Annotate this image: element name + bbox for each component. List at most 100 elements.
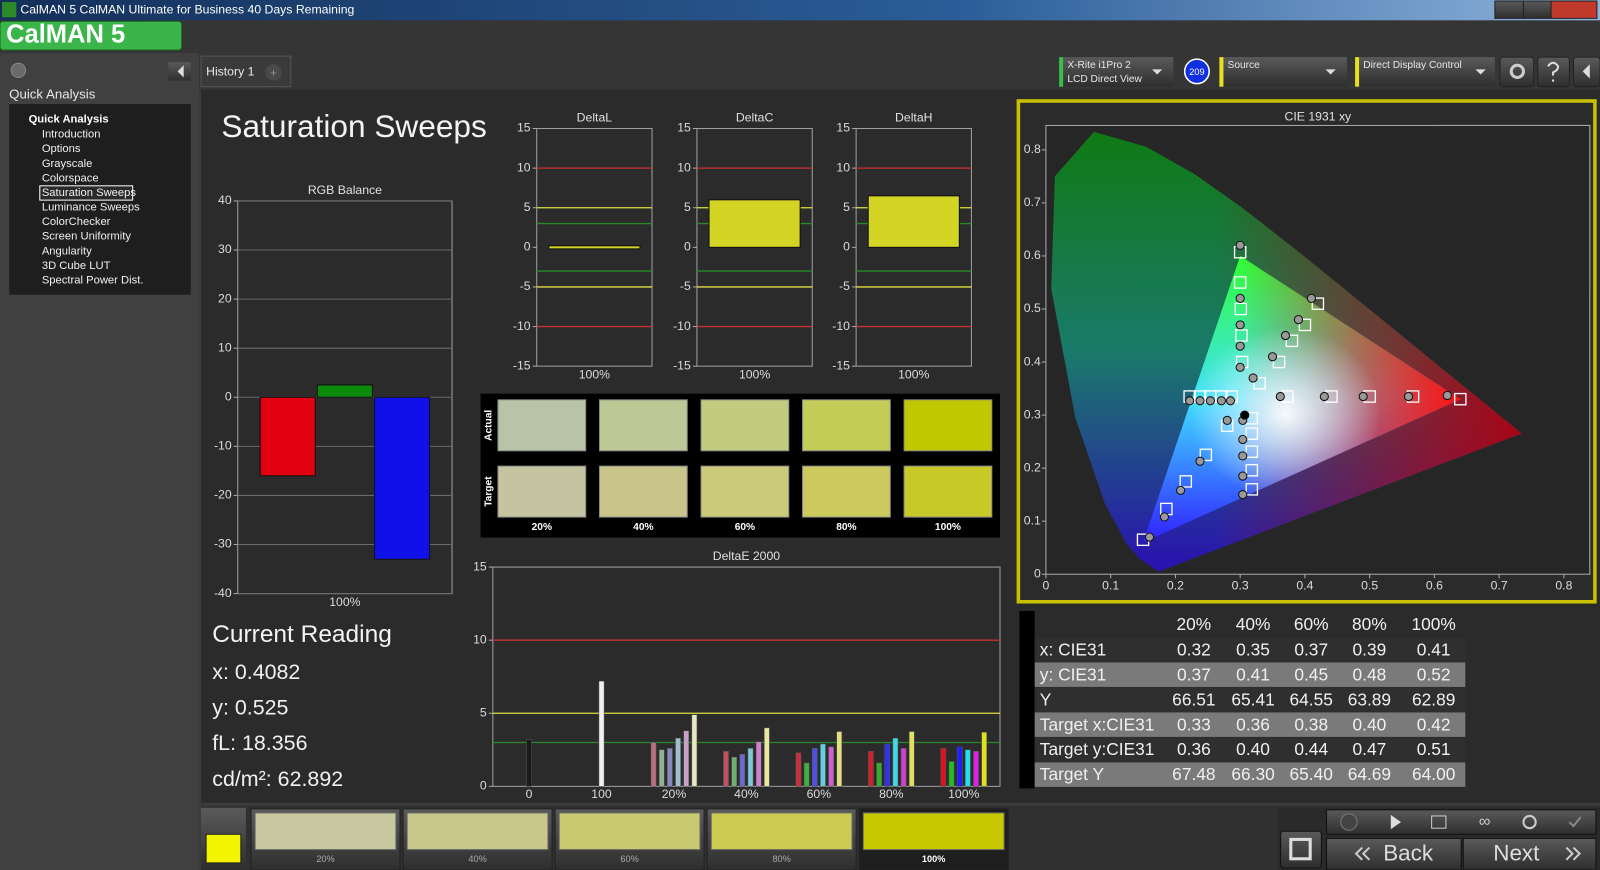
target-swatch <box>700 465 790 518</box>
target-swatch <box>802 465 891 518</box>
bar <box>658 749 665 787</box>
target-swatch <box>598 465 688 518</box>
y-tick-label: 15 <box>677 121 691 135</box>
logo-button[interactable] <box>0 20 183 51</box>
table-row <box>1034 762 1466 787</box>
table-row <box>1034 737 1466 762</box>
y-tick-label: -5 <box>520 279 531 293</box>
tree-item[interactable]: Spectral Power Dist. <box>42 274 144 286</box>
bar <box>683 730 690 787</box>
current-swatch <box>205 833 242 864</box>
x-tick-label: 0.2 <box>1167 579 1184 593</box>
table-row <box>1034 637 1466 662</box>
table-cell: 0.38 <box>1294 714 1328 734</box>
table-row <box>1034 687 1466 712</box>
meter-badge[interactable] <box>1183 58 1210 85</box>
target-marker <box>1245 483 1259 496</box>
bar <box>828 746 834 787</box>
bar <box>747 748 754 787</box>
swatch-color <box>710 812 853 851</box>
tree-item[interactable]: Saturation Sweeps <box>42 187 137 199</box>
display-dropdown[interactable] <box>1359 57 1495 87</box>
swatch-row-label: Target <box>483 476 494 507</box>
y-tick-label: 10 <box>836 160 850 174</box>
bar <box>900 748 907 787</box>
measured-marker <box>1235 362 1245 372</box>
measured-marker <box>1225 396 1236 406</box>
x-tick-label: 0 <box>526 787 533 801</box>
loop-icon: ∞ <box>1479 812 1491 830</box>
measured-marker <box>1293 315 1304 325</box>
tree-item[interactable]: Angularity <box>42 245 92 257</box>
meter-mode: LCD Direct View <box>1067 74 1142 85</box>
y-tick-label: -40 <box>214 586 232 600</box>
sidebar-pin[interactable] <box>10 62 27 79</box>
swatch-label: 40% <box>633 522 653 533</box>
x-tick-label: 40% <box>734 787 759 801</box>
next-button[interactable] <box>1462 837 1597 870</box>
playback-controls[interactable] <box>1326 809 1597 835</box>
collapse-icon <box>177 65 184 78</box>
tree-item[interactable]: Colorspace <box>42 172 99 184</box>
tree-item[interactable]: ColorChecker <box>42 216 111 228</box>
y-tick-label: -15 <box>673 358 691 372</box>
bar <box>892 737 899 787</box>
dropdown-arrow <box>1152 69 1163 75</box>
measured-marker <box>1358 391 1368 402</box>
x-tick-label: 0.3 <box>1232 579 1249 593</box>
stop-button[interactable] <box>1280 830 1322 869</box>
swatch-button-label: 80% <box>772 854 790 864</box>
tree-root[interactable]: Quick Analysis <box>29 113 109 125</box>
y-tick-label: 0.6 <box>1024 248 1041 262</box>
stop-icon <box>1289 837 1312 861</box>
target-marker <box>1235 329 1248 342</box>
measured-marker <box>1235 341 1245 351</box>
tree-item[interactable]: Screen Uniformity <box>42 231 132 243</box>
x-tick-label: 80% <box>879 787 904 801</box>
bar <box>598 680 605 787</box>
y-tick-label: 0.5 <box>1024 301 1041 315</box>
tree-item[interactable]: Grayscale <box>42 158 93 170</box>
measured-marker <box>1185 396 1195 406</box>
tree-item[interactable]: Introduction <box>42 129 101 141</box>
y-tick-label: 0.1 <box>1024 513 1041 527</box>
history-tab-label: History 1 <box>206 65 254 79</box>
swatch-label: 100% <box>935 522 961 533</box>
measured-marker <box>1319 391 1329 402</box>
maximize-button[interactable] <box>1522 0 1552 19</box>
measured-marker <box>1280 330 1291 341</box>
measured-marker <box>1248 373 1258 383</box>
table-header: 20% <box>1177 614 1212 634</box>
table-cell: 65.41 <box>1231 689 1274 709</box>
close-button[interactable] <box>1550 0 1598 19</box>
bar <box>811 748 818 787</box>
source-dropdown[interactable] <box>1223 57 1347 87</box>
bar <box>940 748 947 787</box>
measured-marker <box>1238 471 1248 481</box>
target-marker <box>1311 297 1325 310</box>
tree-item[interactable]: 3D Cube LUT <box>42 260 111 272</box>
measured-marker <box>1267 352 1278 362</box>
x-tick-label: 0 <box>1043 579 1050 593</box>
back-button[interactable] <box>1326 837 1462 870</box>
table-strip <box>1019 610 1035 789</box>
table-cell: 64.00 <box>1412 764 1455 784</box>
tree-item[interactable]: Luminance Sweeps <box>42 202 140 214</box>
measured-marker <box>1222 415 1232 425</box>
tree-item[interactable]: Options <box>42 143 81 155</box>
plot-area <box>492 566 1001 787</box>
bar <box>884 743 891 787</box>
chart-title: DeltaL <box>577 111 613 125</box>
table-cell: 0.33 <box>1177 714 1211 734</box>
chart-title: RGB Balance <box>308 183 382 197</box>
settings-button[interactable] <box>1499 56 1535 88</box>
bar <box>876 762 882 787</box>
add-tab-button[interactable] <box>265 64 282 81</box>
minimize-button[interactable] <box>1494 0 1524 19</box>
y-tick-label: 0 <box>1034 566 1041 580</box>
measure-icon <box>1431 815 1447 829</box>
swatch-color <box>254 812 397 851</box>
measured-marker <box>1306 293 1316 303</box>
source-accent <box>1219 57 1224 87</box>
